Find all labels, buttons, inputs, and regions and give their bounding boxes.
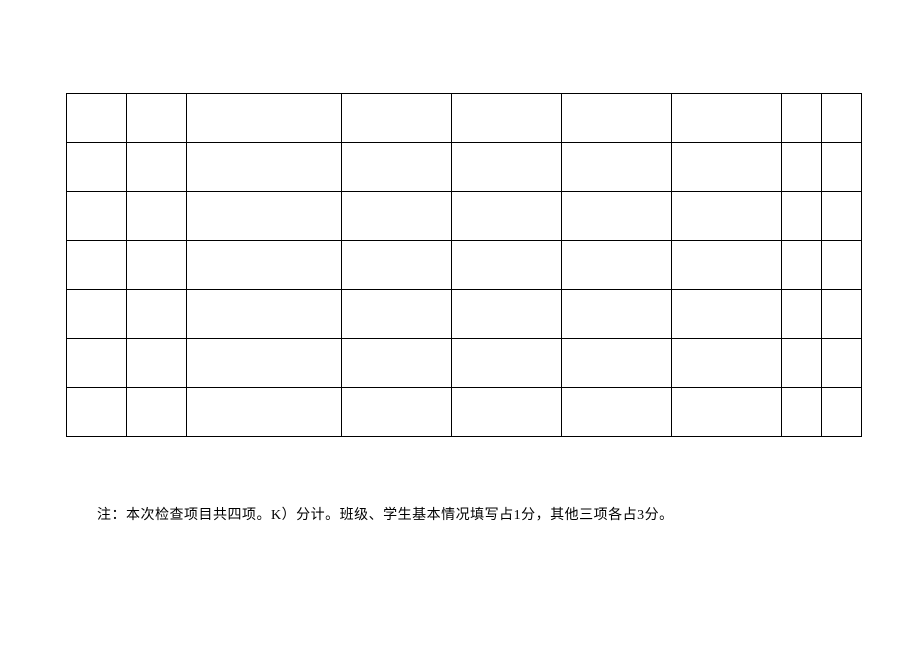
table-cell — [187, 290, 342, 339]
table-cell — [127, 339, 187, 388]
table-cell — [822, 241, 862, 290]
table-row — [67, 290, 862, 339]
table-cell — [127, 388, 187, 437]
table-cell — [187, 388, 342, 437]
table-cell — [342, 388, 452, 437]
table-row — [67, 94, 862, 143]
table-cell — [672, 143, 782, 192]
table-cell — [562, 388, 672, 437]
table-cell — [782, 192, 822, 241]
table-row — [67, 192, 862, 241]
table-cell — [822, 94, 862, 143]
table-cell — [342, 339, 452, 388]
table-cell — [127, 192, 187, 241]
grid-table — [66, 93, 862, 437]
page: 注：本次检查项目共四项。K）分计。班级、学生基本情况填写占1分，其他三项各占3分… — [0, 0, 920, 651]
table-cell — [822, 192, 862, 241]
table-row — [67, 241, 862, 290]
table-cell — [562, 143, 672, 192]
table-cell — [342, 143, 452, 192]
table-cell — [187, 94, 342, 143]
table-cell — [452, 388, 562, 437]
table-cell — [187, 192, 342, 241]
table-cell — [822, 388, 862, 437]
table-cell — [672, 241, 782, 290]
table-cell — [127, 143, 187, 192]
table-cell — [672, 388, 782, 437]
table-cell — [452, 192, 562, 241]
table-cell — [782, 241, 822, 290]
table-cell — [67, 388, 127, 437]
table-cell — [452, 241, 562, 290]
table-cell — [187, 143, 342, 192]
table-row — [67, 388, 862, 437]
table-cell — [822, 143, 862, 192]
table-cell — [782, 94, 822, 143]
table-cell — [782, 290, 822, 339]
table-cell — [127, 290, 187, 339]
table-cell — [342, 290, 452, 339]
table-cell — [342, 192, 452, 241]
table-cell — [67, 143, 127, 192]
table-cell — [562, 339, 672, 388]
table-cell — [342, 94, 452, 143]
table-cell — [452, 290, 562, 339]
table-cell — [452, 339, 562, 388]
table-cell — [127, 241, 187, 290]
table-cell — [67, 94, 127, 143]
table-cell — [672, 192, 782, 241]
table-cell — [562, 94, 672, 143]
table-cell — [127, 94, 187, 143]
table-cell — [67, 290, 127, 339]
table-cell — [452, 143, 562, 192]
table-cell — [672, 290, 782, 339]
table-cell — [672, 94, 782, 143]
footnote-text: 注：本次检查项目共四项。K）分计。班级、学生基本情况填写占1分，其他三项各占3分… — [97, 504, 674, 524]
table-cell — [187, 339, 342, 388]
table-row — [67, 143, 862, 192]
table-cell — [822, 290, 862, 339]
table-cell — [187, 241, 342, 290]
empty-table — [66, 93, 861, 437]
table-cell — [67, 241, 127, 290]
table-cell — [562, 290, 672, 339]
table-cell — [452, 94, 562, 143]
table-row — [67, 339, 862, 388]
table-cell — [562, 241, 672, 290]
table-cell — [67, 192, 127, 241]
table-cell — [67, 339, 127, 388]
table-cell — [342, 241, 452, 290]
table-cell — [782, 143, 822, 192]
table-cell — [672, 339, 782, 388]
table-cell — [782, 339, 822, 388]
table-cell — [822, 339, 862, 388]
table-cell — [782, 388, 822, 437]
table-cell — [562, 192, 672, 241]
